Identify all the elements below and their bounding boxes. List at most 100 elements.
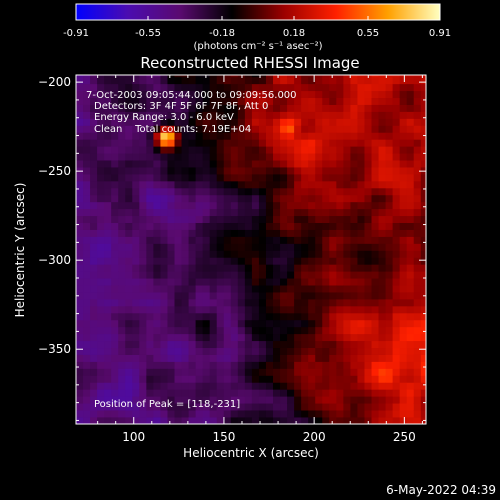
heatmap-cell (413, 125, 422, 133)
heatmap-cell (336, 83, 344, 92)
heatmap-cell (174, 83, 182, 92)
heatmap-cell (315, 201, 323, 210)
heatmap-cell (111, 264, 119, 272)
heatmap-cell (230, 312, 239, 321)
heatmap-cell (350, 389, 358, 397)
heatmap-cell (188, 215, 197, 224)
heatmap-cell (322, 278, 330, 286)
heatmap-cell (181, 174, 189, 182)
heatmap-cell (209, 340, 218, 349)
heatmap-cell (195, 153, 204, 161)
heatmap-cell (174, 264, 182, 272)
heatmap-cell (195, 361, 204, 369)
heatmap-cell (230, 278, 239, 286)
heatmap-cell (258, 75, 267, 78)
heatmap-cell (244, 139, 253, 147)
heatmap-cell (244, 375, 253, 383)
heatmap-cell (301, 194, 309, 203)
heatmap-cell (294, 111, 302, 119)
heatmap-cell (83, 118, 91, 126)
heatmap-cell (216, 97, 225, 105)
heatmap-cell (111, 76, 119, 85)
heatmap-cell (301, 271, 309, 279)
heatmap-cell (237, 382, 246, 390)
heatmap-cell (195, 229, 204, 237)
heatmap-cell (287, 222, 295, 230)
heatmap-cell (76, 340, 84, 349)
heatmap-cell (315, 347, 323, 355)
heatmap-cell (188, 111, 197, 119)
heatmap-cell (280, 111, 288, 119)
heatmap-cell (315, 410, 323, 418)
heatmap-cell (146, 305, 154, 314)
heatmap-cell (329, 340, 337, 349)
heatmap-cell (223, 347, 232, 355)
heatmap-cell (399, 132, 408, 140)
heatmap-cell (153, 118, 161, 126)
heatmap-cell (237, 104, 246, 112)
heatmap-cell (139, 271, 147, 279)
heatmap-cell (287, 326, 295, 335)
heatmap-cell (413, 243, 422, 251)
heatmap-cell (273, 90, 281, 99)
heatmap-cell (153, 257, 161, 265)
heatmap-cell (301, 368, 309, 376)
heatmap-cell (118, 326, 126, 335)
heatmap-cell (315, 187, 323, 196)
heatmap-cell (181, 167, 189, 175)
heatmap-cell (364, 208, 372, 217)
heatmap-cell (209, 222, 218, 230)
heatmap-cell (413, 299, 422, 307)
heatmap-cell (315, 305, 323, 314)
heatmap-cell (385, 201, 394, 210)
heatmap-cell (350, 257, 358, 265)
heatmap-cell (265, 389, 274, 397)
heatmap-cell (413, 285, 422, 293)
heatmap-cell (273, 368, 281, 376)
heatmap-cell (280, 299, 288, 307)
heatmap-cell (160, 174, 168, 182)
heatmap-cell (216, 347, 225, 355)
heatmap-cell (237, 285, 246, 293)
heatmap-cell (308, 382, 316, 390)
heatmap-cell (125, 180, 133, 189)
heatmap-cell (273, 118, 281, 126)
heatmap-cell (378, 347, 386, 355)
energy-range-annotation: Energy Range: 3.0 - 6.0 keV (94, 112, 234, 123)
heatmap-cell (244, 285, 253, 293)
heatmap-cell (125, 167, 133, 175)
heatmap-cell (385, 305, 394, 314)
heatmap-cell (111, 118, 119, 126)
heatmap-cell (273, 153, 281, 161)
heatmap-cell (174, 354, 182, 362)
heatmap-cell (329, 111, 337, 119)
heatmap-cell (160, 340, 168, 349)
heatmap-cell (273, 243, 281, 251)
heatmap-cell (104, 75, 112, 78)
heatmap-cell (174, 326, 182, 335)
heatmap-cell (385, 180, 394, 189)
heatmap-cell (287, 278, 295, 286)
heatmap-cell (329, 139, 337, 147)
heatmap-cell (153, 208, 161, 217)
heatmap-cell (83, 278, 91, 286)
heatmap-cell (146, 250, 154, 258)
heatmap-cell (111, 368, 119, 376)
heatmap-cell (230, 167, 239, 175)
heatmap-cell (258, 215, 267, 224)
heatmap-cell (315, 361, 323, 369)
heatmap-cell (230, 215, 239, 224)
heatmap-cell (188, 180, 197, 189)
heatmap-cell (343, 278, 351, 286)
heatmap-cell (237, 76, 246, 85)
heatmap-cell (237, 180, 246, 189)
heatmap-cell (216, 389, 225, 397)
heatmap-cell (209, 167, 218, 175)
heatmap-cell (125, 75, 133, 78)
heatmap-cell (83, 83, 91, 92)
heatmap-cell (287, 90, 295, 99)
heatmap-cell (336, 153, 344, 161)
heatmap-cell (294, 299, 302, 307)
heatmap-cell (315, 299, 323, 307)
heatmap-cell (420, 153, 426, 161)
